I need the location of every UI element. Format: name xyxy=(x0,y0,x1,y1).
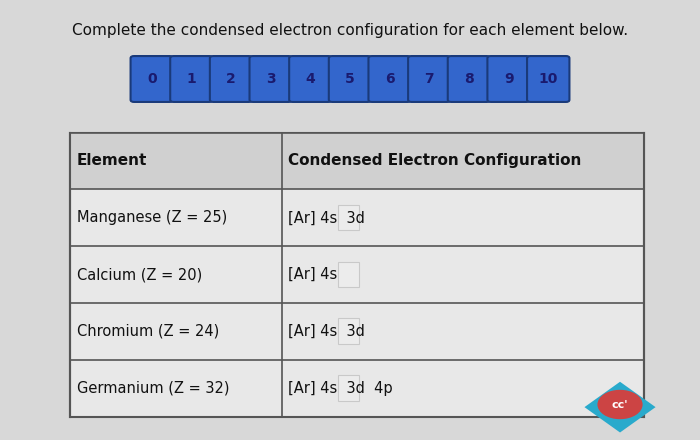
FancyBboxPatch shape xyxy=(408,56,451,102)
Text: Complete the condensed electron configuration for each element below.: Complete the condensed electron configur… xyxy=(72,23,628,38)
FancyBboxPatch shape xyxy=(329,56,371,102)
FancyBboxPatch shape xyxy=(448,56,490,102)
Text: cc': cc' xyxy=(612,400,629,411)
Text: 10: 10 xyxy=(538,72,558,86)
FancyBboxPatch shape xyxy=(527,56,569,102)
Bar xyxy=(338,375,359,400)
Text: Chromium (Z = 24): Chromium (Z = 24) xyxy=(76,324,219,339)
Text: [Ar] 4s  3d: [Ar] 4s 3d xyxy=(288,324,365,339)
Text: Germanium (Z = 32): Germanium (Z = 32) xyxy=(76,381,229,396)
FancyBboxPatch shape xyxy=(249,56,292,102)
Text: Calcium (Z = 20): Calcium (Z = 20) xyxy=(76,267,202,282)
Text: 0: 0 xyxy=(147,72,157,86)
Text: 2: 2 xyxy=(226,72,236,86)
Bar xyxy=(338,205,359,230)
Text: [Ar] 4s: [Ar] 4s xyxy=(288,267,337,282)
Circle shape xyxy=(598,391,642,418)
FancyBboxPatch shape xyxy=(368,56,411,102)
Text: 9: 9 xyxy=(504,72,513,86)
FancyBboxPatch shape xyxy=(487,56,530,102)
Text: 7: 7 xyxy=(424,72,434,86)
Text: Condensed Electron Configuration: Condensed Electron Configuration xyxy=(288,154,582,169)
Bar xyxy=(338,319,359,344)
Text: Element: Element xyxy=(76,154,147,169)
Polygon shape xyxy=(584,382,656,433)
Text: [Ar] 4s  3d  4p: [Ar] 4s 3d 4p xyxy=(288,381,393,396)
Text: Manganese (Z = 25): Manganese (Z = 25) xyxy=(76,210,227,225)
Text: 3: 3 xyxy=(266,72,276,86)
Text: [Ar] 4s  3d: [Ar] 4s 3d xyxy=(288,210,365,225)
Text: 6: 6 xyxy=(385,72,395,86)
FancyBboxPatch shape xyxy=(289,56,332,102)
Text: 4: 4 xyxy=(305,72,315,86)
Text: 8: 8 xyxy=(464,72,474,86)
FancyBboxPatch shape xyxy=(210,56,252,102)
Text: 1: 1 xyxy=(186,72,196,86)
FancyBboxPatch shape xyxy=(170,56,213,102)
FancyBboxPatch shape xyxy=(131,56,173,102)
Bar xyxy=(338,261,359,287)
Text: 5: 5 xyxy=(345,72,355,86)
